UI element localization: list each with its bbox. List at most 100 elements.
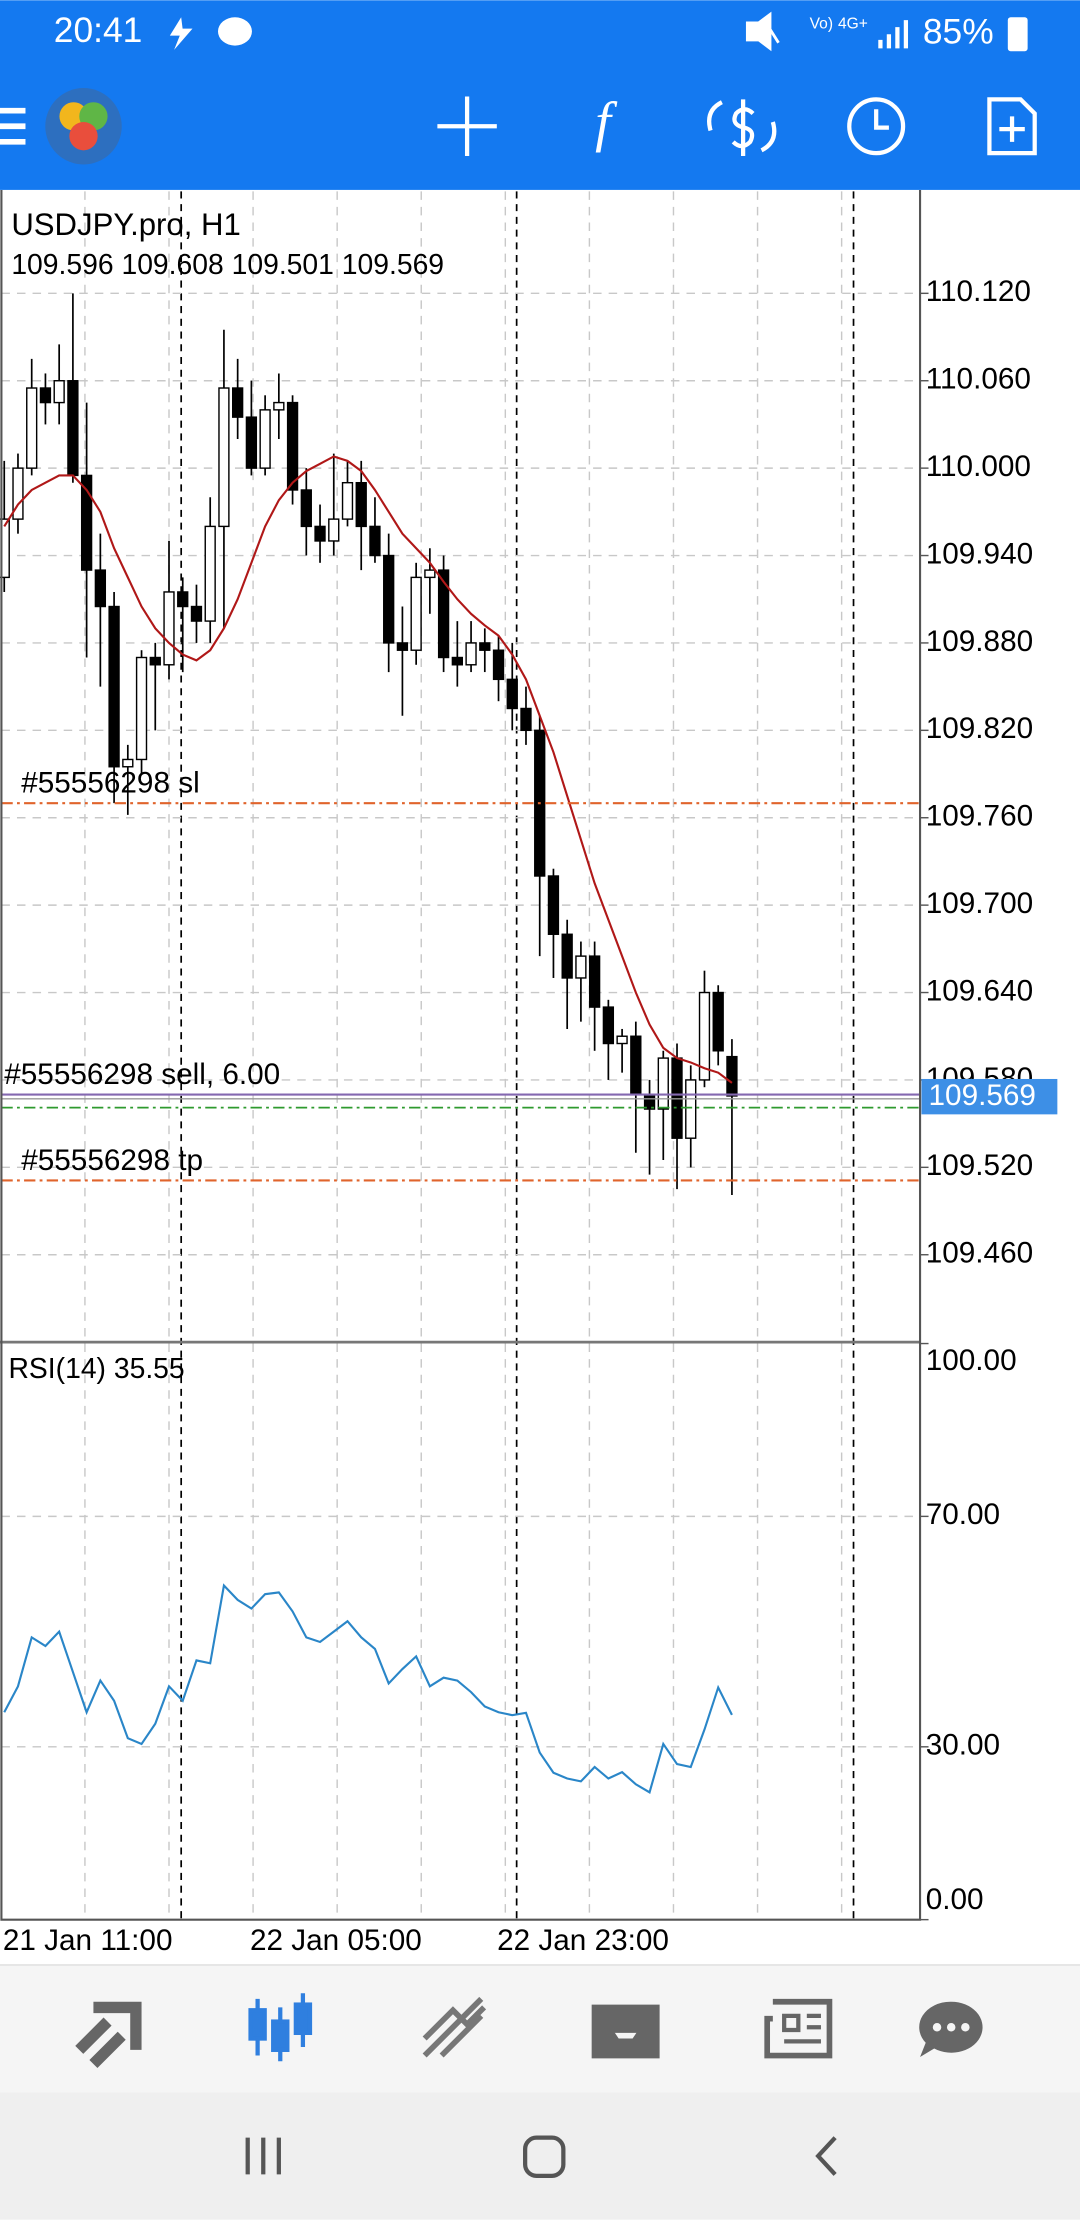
candle-body [149, 656, 161, 666]
candle-body [135, 656, 148, 761]
candle-body [396, 642, 409, 651]
clock: 20:41 [54, 11, 143, 50]
candle-body [383, 554, 395, 644]
chart-tab-body [271, 2019, 290, 2052]
candle-body [465, 642, 477, 666]
x-tick-label: 21 Jan 11:00 [3, 1924, 173, 1957]
candle-body [12, 467, 24, 520]
y-tick-label: 110.000 [926, 450, 1031, 483]
chart-title: USDJPY.pro, H1 [11, 207, 241, 242]
candle-body [575, 955, 587, 979]
candle-body [437, 569, 450, 659]
chat-dot [961, 2022, 970, 2032]
period-separators [180, 191, 855, 1920]
crosshair-button[interactable] [437, 96, 497, 156]
price-badge [921, 1078, 1058, 1115]
back-button[interactable] [815, 2136, 837, 2176]
candle-body [726, 1055, 738, 1097]
home-button[interactable] [523, 2135, 566, 2178]
chart-tab-body [293, 2002, 313, 2036]
candle-body [0, 518, 10, 579]
candle-body [561, 933, 573, 979]
candle-body [520, 707, 532, 732]
y-tick-label: 109.940 [926, 537, 1033, 570]
candle-body [328, 518, 340, 542]
line-icon [217, 17, 252, 46]
chart-tab[interactable] [248, 1993, 313, 2062]
candle-body [712, 991, 724, 1052]
mute-icon [745, 11, 780, 52]
y-tick-label: 109.820 [926, 712, 1033, 745]
candle-body [300, 489, 312, 528]
app-logo-part [69, 122, 98, 151]
y-tick-label: 109.700 [926, 887, 1033, 920]
bottom-nav [0, 1964, 1080, 2093]
candle-body [163, 591, 175, 666]
candle-body [108, 605, 120, 768]
news-tab[interactable] [764, 1998, 833, 2059]
battery-icon [1007, 17, 1028, 52]
candle-body [588, 955, 601, 1008]
signal-icon [878, 20, 909, 49]
charge-icon [169, 17, 193, 50]
new-order-button[interactable] [987, 97, 1037, 156]
candle-body [616, 1035, 628, 1045]
candle-body [506, 678, 518, 710]
battery-level: 85% [923, 13, 994, 52]
y-tick-label: 0.00 [926, 1883, 984, 1916]
ohlc-readout: 109.596 109.608 109.501 109.569 [11, 248, 444, 280]
y-tick-label: 109.760 [926, 800, 1033, 833]
price-badge-label: 109.569 [929, 1079, 1036, 1112]
y-tick-label: 109.460 [926, 1237, 1033, 1270]
rsi-line [3, 1583, 733, 1794]
y-tick-label: 109.520 [926, 1149, 1033, 1182]
history-tab[interactable] [591, 2004, 660, 2059]
system-nav [0, 2092, 1080, 2220]
y-tick-label: 109.640 [926, 974, 1033, 1007]
candle-body [657, 1057, 669, 1110]
chart-tab-body [248, 2008, 267, 2041]
candle-body [410, 576, 422, 651]
volte-label: Vo) [810, 15, 833, 32]
app-bar [0, 0, 1080, 190]
candle-body [245, 416, 258, 469]
trade-button[interactable] [707, 99, 777, 156]
candle-body [231, 387, 244, 418]
recents-button[interactable] [245, 2137, 281, 2175]
candle-body [630, 1035, 642, 1096]
candle-body [94, 569, 107, 608]
candle-body [190, 605, 203, 622]
network-label: 4G+ [838, 15, 868, 32]
quotes-tab[interactable] [75, 2001, 142, 2069]
trade-tab[interactable] [422, 1996, 487, 2058]
candle-body [26, 387, 38, 469]
candle-body [492, 649, 505, 681]
candle-body [218, 387, 230, 528]
candle-body [204, 525, 216, 622]
candle-body [424, 569, 436, 579]
plot-border [0, 189, 922, 1921]
menu-button[interactable] [0, 107, 26, 145]
news-tab-lines [782, 2013, 821, 2044]
timeframe-button[interactable] [847, 97, 906, 156]
x-tick-label: 22 Jan 05:00 [250, 1924, 422, 1957]
y-tick-label: 109.880 [926, 625, 1033, 658]
y-tick-label: 110.060 [926, 363, 1031, 396]
candle-body [39, 387, 52, 404]
candle-body [67, 380, 79, 477]
clock-hands [874, 109, 889, 130]
candle-body [53, 380, 65, 404]
candle-body [273, 401, 285, 411]
candle-body [177, 591, 189, 608]
candle-body [547, 875, 560, 935]
candle-body [369, 525, 381, 557]
candle-body [341, 481, 354, 520]
order-label: #55556298 sl [21, 767, 199, 800]
y-tick-label: 110.120 [926, 275, 1031, 308]
chart-area [0, 189, 1080, 1965]
candle-body [698, 991, 711, 1081]
candle-body [355, 481, 367, 528]
candle-body [122, 758, 134, 768]
